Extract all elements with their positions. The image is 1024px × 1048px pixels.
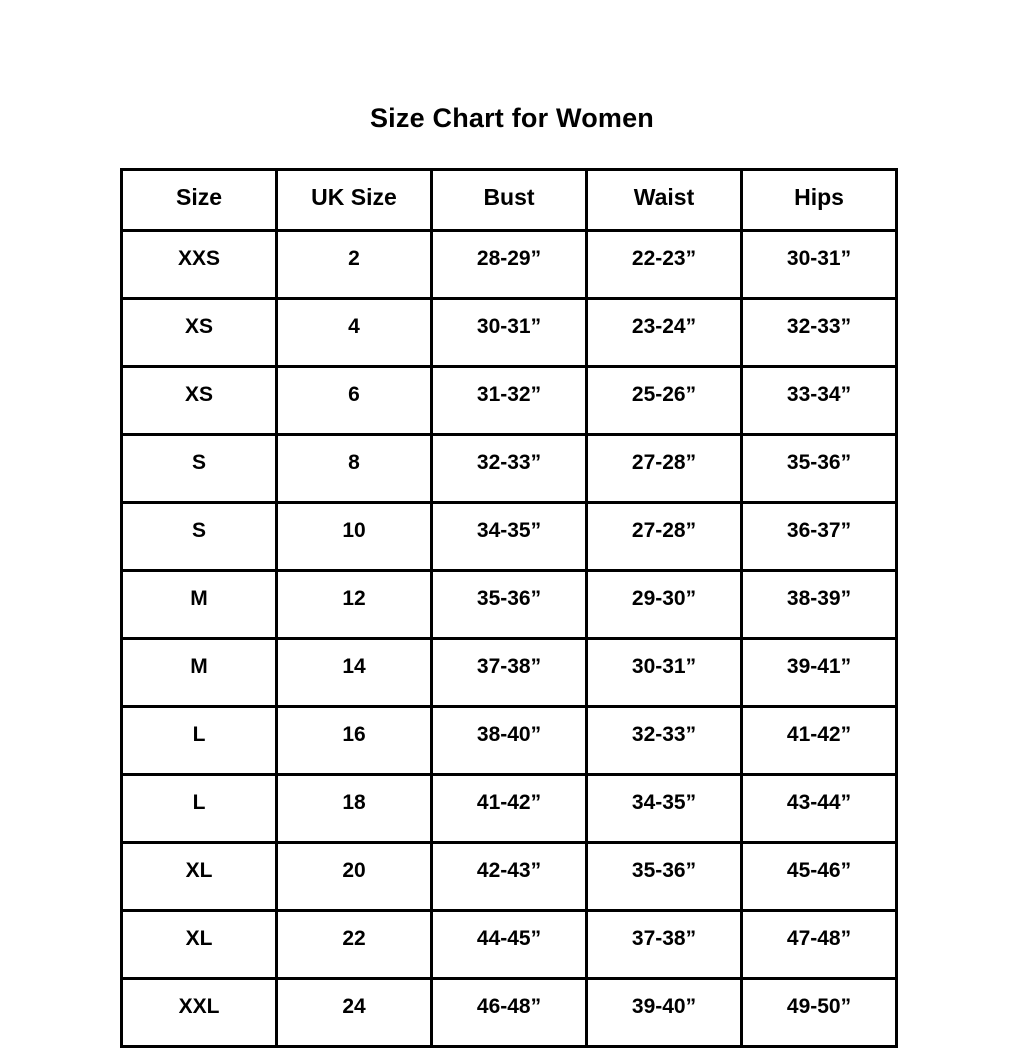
table-row: M 12 35-36” 29-30” 38-39” bbox=[120, 569, 898, 640]
table-row: XXL 24 46-48” 39-40” 49-50” bbox=[120, 977, 898, 1048]
table-cell: 36-37” bbox=[740, 501, 898, 572]
table-cell: 49-50” bbox=[740, 977, 898, 1048]
table-cell: 38-40” bbox=[430, 705, 588, 776]
table-cell: 31-32” bbox=[430, 365, 588, 436]
table-row: M 14 37-38” 30-31” 39-41” bbox=[120, 637, 898, 708]
table-cell: 38-39” bbox=[740, 569, 898, 640]
table-cell: 41-42” bbox=[430, 773, 588, 844]
table-cell: 4 bbox=[275, 297, 433, 368]
table-cell: 29-30” bbox=[585, 569, 743, 640]
table-cell: S bbox=[120, 433, 278, 504]
table-cell: 8 bbox=[275, 433, 433, 504]
table-cell: XL bbox=[120, 909, 278, 980]
table-cell: 27-28” bbox=[585, 433, 743, 504]
table-cell: 46-48” bbox=[430, 977, 588, 1048]
column-header-uk-size: UK Size bbox=[275, 168, 433, 232]
table-row: XL 22 44-45” 37-38” 47-48” bbox=[120, 909, 898, 980]
table-cell: M bbox=[120, 569, 278, 640]
table-cell: 32-33” bbox=[585, 705, 743, 776]
table-row: S 8 32-33” 27-28” 35-36” bbox=[120, 433, 898, 504]
table-row: L 18 41-42” 34-35” 43-44” bbox=[120, 773, 898, 844]
table-cell: 42-43” bbox=[430, 841, 588, 912]
table-cell: L bbox=[120, 705, 278, 776]
table-cell: XS bbox=[120, 365, 278, 436]
table-cell: 47-48” bbox=[740, 909, 898, 980]
table-cell: 2 bbox=[275, 229, 433, 300]
table-cell: 20 bbox=[275, 841, 433, 912]
table-cell: 27-28” bbox=[585, 501, 743, 572]
table-row: L 16 38-40” 32-33” 41-42” bbox=[120, 705, 898, 776]
table-cell: 22 bbox=[275, 909, 433, 980]
table-cell: 37-38” bbox=[430, 637, 588, 708]
table-row: XXS 2 28-29” 22-23” 30-31” bbox=[120, 229, 898, 300]
table-cell: L bbox=[120, 773, 278, 844]
table-cell: M bbox=[120, 637, 278, 708]
table-cell: 6 bbox=[275, 365, 433, 436]
size-chart-body: XXS 2 28-29” 22-23” 30-31” XS 4 30-31” 23-24” 32-… bbox=[120, 229, 898, 1048]
size-chart-header: Size UK Size Bust Waist Hips bbox=[120, 168, 898, 232]
table-cell: 35-36” bbox=[430, 569, 588, 640]
table-cell: 39-41” bbox=[740, 637, 898, 708]
table-cell: 43-44” bbox=[740, 773, 898, 844]
table-cell: 23-24” bbox=[585, 297, 743, 368]
table-cell: 41-42” bbox=[740, 705, 898, 776]
table-cell: S bbox=[120, 501, 278, 572]
column-header-size: Size bbox=[120, 168, 278, 232]
table-cell: 30-31” bbox=[740, 229, 898, 300]
table-cell: 14 bbox=[275, 637, 433, 708]
table-cell: 22-23” bbox=[585, 229, 743, 300]
header-row: Size UK Size Bust Waist Hips bbox=[120, 168, 898, 232]
table-cell: 34-35” bbox=[430, 501, 588, 572]
table-cell: 32-33” bbox=[740, 297, 898, 368]
table-cell: 25-26” bbox=[585, 365, 743, 436]
column-header-bust: Bust bbox=[430, 168, 588, 232]
table-cell: 12 bbox=[275, 569, 433, 640]
table-row: S 10 34-35” 27-28” 36-37” bbox=[120, 501, 898, 572]
column-header-hips: Hips bbox=[740, 168, 898, 232]
page-title: Size Chart for Women bbox=[369, 103, 655, 133]
table-cell: 39-40” bbox=[585, 977, 743, 1048]
table-cell: 18 bbox=[275, 773, 433, 844]
table-cell: XL bbox=[120, 841, 278, 912]
table-row: XL 20 42-43” 35-36” 45-46” bbox=[120, 841, 898, 912]
table-cell: 45-46” bbox=[740, 841, 898, 912]
table-cell: XXL bbox=[120, 977, 278, 1048]
size-chart-table: Size UK Size Bust Waist Hips XXS 2 28-29” 22-23… bbox=[120, 168, 898, 1048]
table-cell: 30-31” bbox=[585, 637, 743, 708]
table-cell: XS bbox=[120, 297, 278, 368]
table-cell: 28-29” bbox=[430, 229, 588, 300]
table-cell: 35-36” bbox=[585, 841, 743, 912]
table-cell: 24 bbox=[275, 977, 433, 1048]
table-row: XS 6 31-32” 25-26” 33-34” bbox=[120, 365, 898, 436]
table-cell: XXS bbox=[120, 229, 278, 300]
table-cell: 30-31” bbox=[430, 297, 588, 368]
table-row: XS 4 30-31” 23-24” 32-33” bbox=[120, 297, 898, 368]
table-cell: 34-35” bbox=[585, 773, 743, 844]
table-cell: 44-45” bbox=[430, 909, 588, 980]
column-header-waist: Waist bbox=[585, 168, 743, 232]
table-cell: 37-38” bbox=[585, 909, 743, 980]
table-cell: 16 bbox=[275, 705, 433, 776]
table-cell: 33-34” bbox=[740, 365, 898, 436]
table-cell: 35-36” bbox=[740, 433, 898, 504]
table-cell: 10 bbox=[275, 501, 433, 572]
table-cell: 32-33” bbox=[430, 433, 588, 504]
